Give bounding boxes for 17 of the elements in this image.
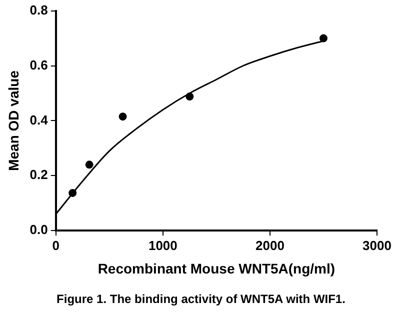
- point: [118, 112, 127, 121]
- point: [186, 92, 194, 101]
- x-tick-label: 3000: [362, 238, 392, 253]
- x-tick-label: 0: [52, 238, 60, 253]
- y-tick-label: 0.2: [30, 167, 48, 182]
- x-tick-label: 1000: [148, 238, 178, 253]
- x-axis-title: Recombinant Mouse WNT5A(ng/ml): [98, 260, 336, 276]
- point: [85, 160, 94, 169]
- y-axis-title: Mean OD value: [5, 70, 22, 171]
- y-tick-label: 0.6: [30, 57, 48, 72]
- caption: Figure 1. The binding activity of WNT5A with WIF1.: [56, 292, 346, 306]
- x-tick-label: 2000: [255, 238, 284, 253]
- point: [68, 188, 77, 197]
- y-tick-label: 0.8: [30, 2, 48, 18]
- point: [319, 34, 328, 42]
- y-tick-label: 0.0: [30, 222, 48, 238]
- y-tick-label: 0.4: [30, 112, 49, 128]
